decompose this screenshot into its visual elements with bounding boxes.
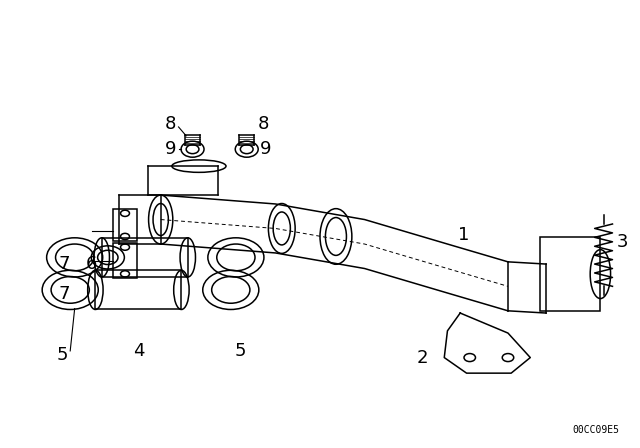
Text: 5: 5 — [235, 342, 246, 360]
Text: 7: 7 — [58, 285, 70, 303]
Text: 4: 4 — [132, 342, 144, 360]
Text: 2: 2 — [416, 349, 428, 366]
Text: 5: 5 — [56, 346, 68, 364]
Text: 6: 6 — [86, 255, 97, 273]
Text: 7: 7 — [58, 255, 70, 273]
Bar — [540, 237, 600, 311]
Bar — [102, 238, 188, 277]
Text: 9: 9 — [260, 140, 271, 158]
Bar — [113, 243, 137, 278]
Text: 9: 9 — [164, 140, 176, 158]
Text: 00CC09E5: 00CC09E5 — [573, 426, 620, 435]
Text: 8: 8 — [164, 115, 176, 133]
Text: 8: 8 — [258, 115, 269, 133]
Bar — [95, 270, 181, 310]
Text: 3: 3 — [617, 233, 628, 251]
Text: 1: 1 — [458, 226, 469, 244]
Bar — [113, 209, 137, 241]
